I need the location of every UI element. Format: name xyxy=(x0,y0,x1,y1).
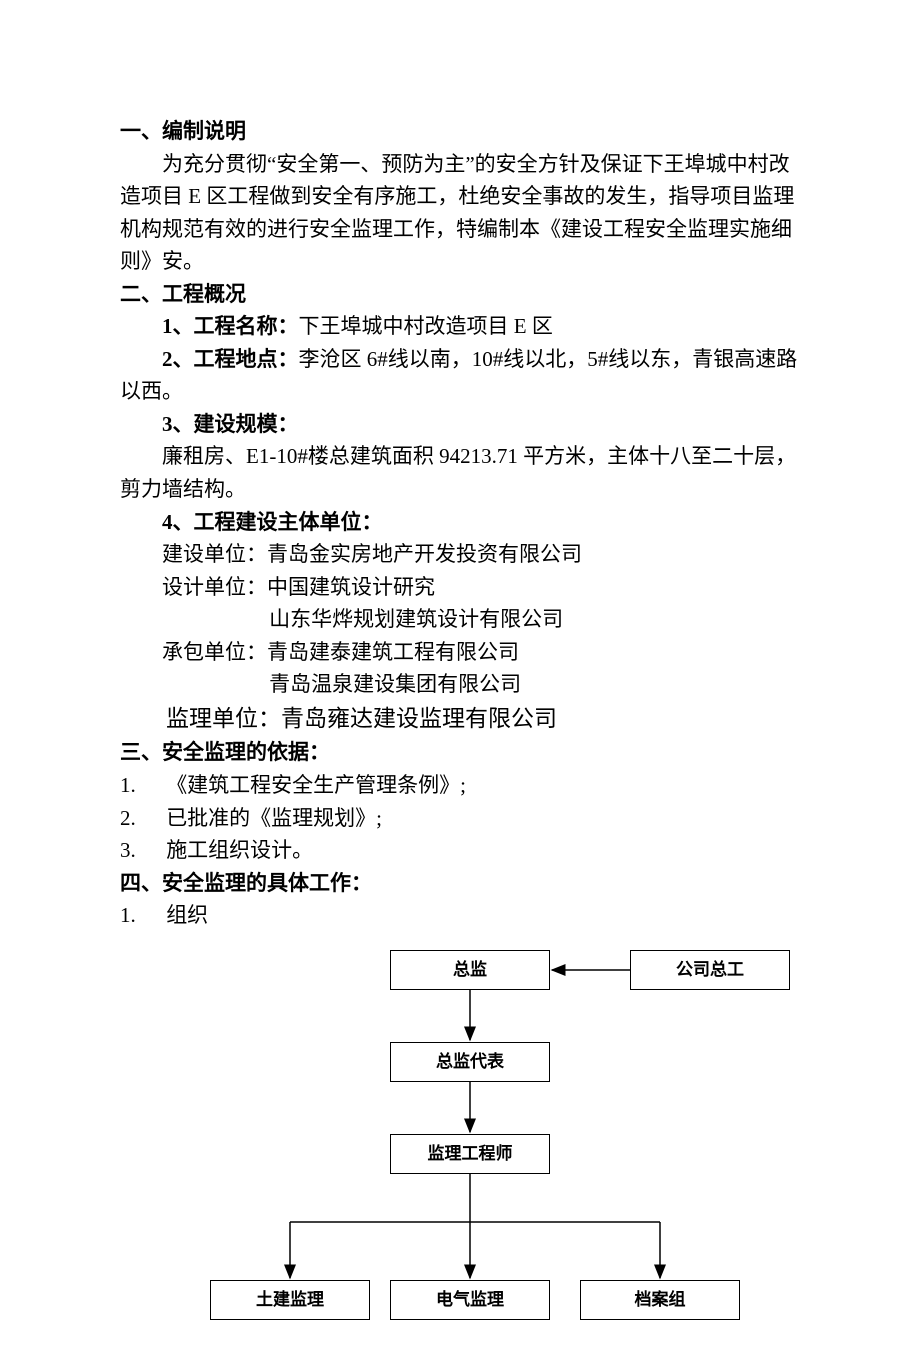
node-gongchengshi: 监理工程师 xyxy=(390,1134,550,1174)
node-gongsi: 公司总工 xyxy=(630,950,790,990)
section-1-heading: 一、编制说明 xyxy=(120,115,800,148)
unit-sheji-1: 设计单位：中国建筑设计研究 xyxy=(120,571,800,604)
section-4-heading: 四、安全监理的具体工作： xyxy=(120,867,800,900)
section-2-heading: 二、工程概况 xyxy=(120,278,800,311)
node-tujian: 土建监理 xyxy=(210,1280,370,1320)
node-zongjian: 总监 xyxy=(390,950,550,990)
units-label: 4、工程建设主体单位： xyxy=(120,506,800,539)
list-num: 1. xyxy=(120,899,166,932)
list-text: 《建筑工程安全生产管理条例》; xyxy=(166,769,466,802)
list-item: 2.已批准的《监理规划》; xyxy=(120,802,800,835)
unit-jianli: 监理单位：青岛雍达建设监理有限公司 xyxy=(120,701,800,737)
node-dangan: 档案组 xyxy=(580,1280,740,1320)
list-text: 已批准的《监理规划》; xyxy=(166,802,382,835)
list-text: 施工组织设计。 xyxy=(166,834,313,867)
project-name-text: 下王埠城中村改造项目 E 区 xyxy=(299,314,553,338)
org-chart: 总监 公司总工 总监代表 监理工程师 土建监理 电气监理 档案组 xyxy=(110,950,790,1350)
scale-label: 3、建设规模： xyxy=(120,408,800,441)
section-3-heading: 三、安全监理的依据： xyxy=(120,736,800,769)
list-item: 1.《建筑工程安全生产管理条例》; xyxy=(120,769,800,802)
list-num: 3. xyxy=(120,834,166,867)
unit-sheji-2: 山东华烨规划建筑设计有限公司 xyxy=(120,603,800,636)
project-location-label: 2、工程地点： xyxy=(162,347,299,371)
section-1-body: 为充分贯彻“安全第一、预防为主”的安全方针及保证下王埠城中村改造项目 E 区工程… xyxy=(120,148,800,278)
unit-chengbao-1: 承包单位：青岛建泰建筑工程有限公司 xyxy=(120,636,800,669)
project-location-row: 2、工程地点：李沧区 6#线以南，10#线以北，5#线以东，青银高速路以西。 xyxy=(120,343,800,408)
scale-text: 廉租房、E1-10#楼总建筑面积 94213.71 平方米，主体十八至二十层，剪… xyxy=(120,440,800,505)
unit-jianshe: 建设单位：青岛金实房地产开发投资有限公司 xyxy=(120,538,800,571)
node-daibiao: 总监代表 xyxy=(390,1042,550,1082)
project-name-label: 1、工程名称： xyxy=(162,314,299,338)
list-item: 3.施工组织设计。 xyxy=(120,834,800,867)
list-num: 1. xyxy=(120,769,166,802)
unit-chengbao-2: 青岛温泉建设集团有限公司 xyxy=(120,668,800,701)
list-text: 组织 xyxy=(166,899,208,932)
list-item: 1.组织 xyxy=(120,899,800,932)
project-name-row: 1、工程名称：下王埠城中村改造项目 E 区 xyxy=(120,310,800,343)
node-dianqi: 电气监理 xyxy=(390,1280,550,1320)
list-num: 2. xyxy=(120,802,166,835)
section-3-list: 1.《建筑工程安全生产管理条例》; 2.已批准的《监理规划》; 3.施工组织设计… xyxy=(120,769,800,867)
